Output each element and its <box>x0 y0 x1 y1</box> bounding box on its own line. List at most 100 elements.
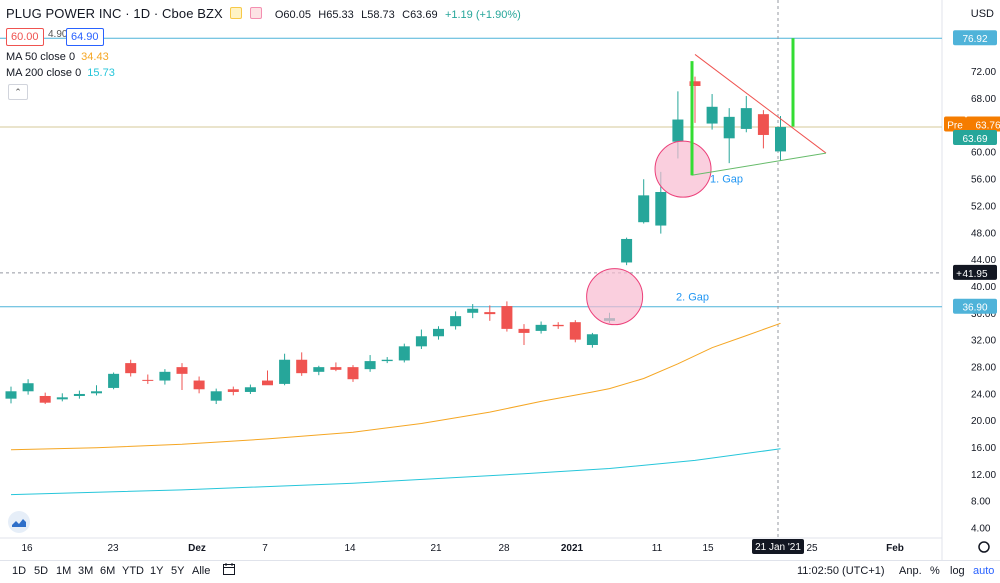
tradingview-logo-icon[interactable] <box>8 511 30 533</box>
pre-label: Pre <box>947 121 963 132</box>
ma50-line <box>10 322 781 451</box>
badge-pre-price: 63.76 <box>975 121 1000 132</box>
time-tick-label: Dez <box>188 543 206 554</box>
percent-toggle[interactable]: % <box>930 565 940 577</box>
candle-body <box>638 195 650 223</box>
candle-body <box>244 387 256 392</box>
candle-body <box>142 379 154 381</box>
price-tick-label: 4.00 <box>971 524 991 535</box>
ma50-label: MA 50 close 0 <box>6 51 76 63</box>
candle-body <box>621 238 633 263</box>
price-tick-label: 72.00 <box>971 67 996 78</box>
chart-status-icon <box>230 7 243 19</box>
market-status-icon <box>249 7 262 19</box>
candle-body <box>433 328 444 337</box>
candle-body <box>210 391 222 401</box>
tf-1y[interactable]: 1Y <box>150 565 164 577</box>
ma50-value: 34.43 <box>81 51 109 63</box>
candle-body <box>775 126 786 152</box>
time-tick-label: Feb <box>886 543 904 554</box>
gap1-circle <box>654 140 712 198</box>
time-tick-label: 28 <box>498 543 510 554</box>
badge-36-90: 36.90 <box>962 303 987 314</box>
candle-body <box>279 359 291 384</box>
ma200-label: MA 200 close 0 <box>6 67 82 79</box>
price-tick-label: 28.00 <box>971 362 996 373</box>
ma50-legend[interactable]: MA 50 close 0 34.43 <box>6 51 109 63</box>
price-tick-label: 48.00 <box>971 228 996 239</box>
candle-body <box>227 389 239 392</box>
ma200-value: 15.73 <box>87 67 115 79</box>
candle-body <box>73 393 85 396</box>
chart-legend: PLUG POWER INC · 1D · Cboe BZX O60.05 H6… <box>6 6 521 22</box>
price-tick-label: 56.00 <box>971 175 996 186</box>
tf-5y[interactable]: 5Y <box>171 565 185 577</box>
chart-settings-icon[interactable] <box>978 541 990 553</box>
candle-body <box>22 383 34 392</box>
tf-all[interactable]: Alle <box>192 565 211 577</box>
candle-body <box>706 106 718 124</box>
candle-body <box>398 346 410 361</box>
badge-crosshair-bg <box>953 264 997 280</box>
bid-price-box[interactable]: 60.00 <box>6 28 44 46</box>
adjust-toggle[interactable]: Anp. <box>899 565 922 577</box>
price-tick-label: 44.00 <box>971 255 996 266</box>
symbol-title[interactable]: PLUG POWER INC · 1D · Cboe BZX <box>6 6 223 21</box>
add-alert-icon: + <box>956 269 962 280</box>
tf-6m[interactable]: 6M <box>100 565 116 577</box>
tf-1d[interactable]: 1D <box>12 565 27 577</box>
clock-display[interactable]: 11:02:50 (UTC+1) <box>797 565 885 577</box>
gap2-label: 2. Gap <box>676 292 709 304</box>
ma200-line <box>10 448 781 496</box>
candle-body <box>484 312 496 315</box>
candle-body <box>125 363 137 374</box>
candle-body <box>330 367 342 370</box>
triangle-upper-line <box>694 54 827 154</box>
auto-toggle[interactable]: auto <box>973 565 995 577</box>
candle-body <box>467 308 479 313</box>
candle-body <box>262 380 273 386</box>
price-tick-label: 24.00 <box>971 389 996 400</box>
time-crosshair-bg <box>752 539 804 554</box>
price-tick-label: 8.00 <box>971 497 991 508</box>
candle-body <box>313 367 325 372</box>
time-tick-label: 7 <box>262 543 268 554</box>
time-tick-label: 14 <box>344 543 356 554</box>
bottom-toolbar: 1D 5D 1M 3M 6M YTD 1Y 5Y Alle 11:02:50 (… <box>0 560 1000 582</box>
log-toggle[interactable]: log <box>950 565 965 577</box>
candle-body <box>347 367 359 380</box>
candle-body <box>381 359 393 362</box>
candle-body <box>91 391 102 394</box>
price-tick-label: 52.00 <box>971 201 996 212</box>
ask-price-box[interactable]: 64.90 <box>66 28 104 46</box>
collapse-legend-button[interactable]: ⌃ <box>8 84 28 100</box>
go-to-date-icon[interactable] <box>222 562 236 583</box>
ma200-legend[interactable]: MA 200 close 0 15.73 <box>6 67 115 79</box>
price-tick-label: 12.00 <box>971 470 996 481</box>
price-tick-label: 16.00 <box>971 443 996 454</box>
time-crosshair-label: 21 Jan '21 <box>755 542 801 553</box>
badge-76-92-bg <box>953 30 997 46</box>
currency-label[interactable]: USD <box>970 8 994 20</box>
tf-5d[interactable]: 5D <box>34 565 49 577</box>
badge-last-price-bg <box>953 129 997 145</box>
candle-body <box>689 81 701 86</box>
time-tick-label: 23 <box>107 543 119 554</box>
tf-3m[interactable]: 3M <box>78 565 94 577</box>
candle-body <box>518 328 530 333</box>
gap1-label: 1. Gap <box>710 174 743 186</box>
price-tick-label: 36.00 <box>971 309 996 320</box>
tf-ytd[interactable]: YTD <box>122 565 144 577</box>
candle-body <box>569 322 581 340</box>
candle-body <box>552 324 564 327</box>
time-tick-label: 16 <box>21 543 33 554</box>
tf-1m[interactable]: 1M <box>56 565 72 577</box>
badge-76-92: 76.92 <box>962 34 987 45</box>
candle-body <box>193 380 205 390</box>
time-tick-label: 25 <box>806 543 818 554</box>
candle-body <box>655 192 667 226</box>
time-tick-label: 21 <box>430 543 442 554</box>
candle-body <box>176 367 188 374</box>
candle-body <box>159 371 171 381</box>
